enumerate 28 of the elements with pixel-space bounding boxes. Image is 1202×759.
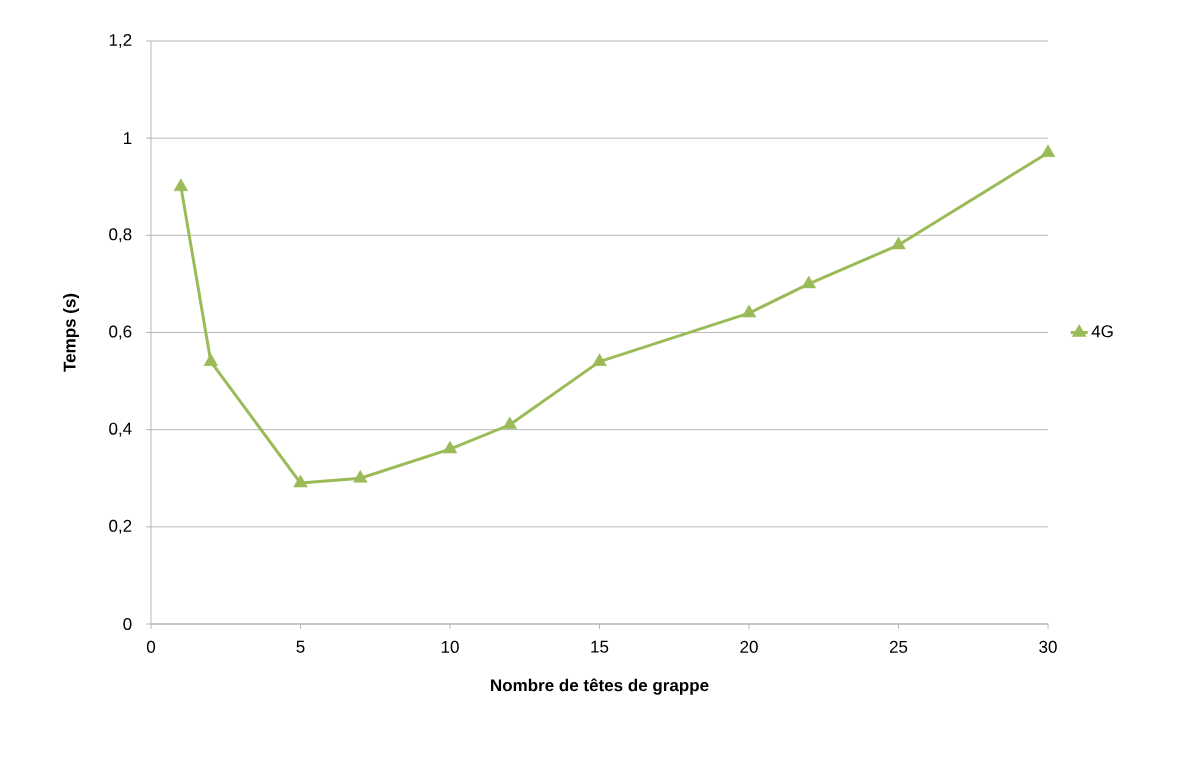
- x-axis-title: Nombre de têtes de grappe: [491, 678, 709, 695]
- y-tick-label: 0,6: [109, 325, 132, 340]
- point: [502, 416, 517, 430]
- y-tick-label: 0: [123, 617, 132, 631]
- point: [1040, 144, 1056, 157]
- y-tick-label: 0,8: [109, 228, 132, 243]
- point: [293, 474, 308, 488]
- y-tick-label: 0,2: [109, 519, 132, 534]
- point: [741, 304, 757, 318]
- x-tick-label: 0: [146, 640, 156, 653]
- x-tick-label: 20: [740, 640, 758, 653]
- point: [173, 178, 189, 191]
- legend-label: 4G: [1091, 325, 1113, 338]
- y-tick-label: 1,2: [109, 33, 132, 49]
- y-tick-label: 0,4: [109, 422, 132, 437]
- y-axis-title: Temps (s): [63, 293, 79, 372]
- y-tick-label: 1: [123, 132, 132, 144]
- point: [353, 469, 368, 483]
- point: [801, 275, 816, 289]
- x-tick-label: 25: [889, 640, 908, 653]
- point: [891, 236, 906, 250]
- x-tick-label: 10: [441, 640, 459, 653]
- point: [592, 353, 607, 366]
- x-tick-label: 5: [296, 640, 305, 653]
- point: [203, 353, 218, 366]
- x-tick-label: 30: [1039, 640, 1057, 653]
- point: [442, 440, 458, 454]
- x-tick-label: 15: [591, 640, 609, 653]
